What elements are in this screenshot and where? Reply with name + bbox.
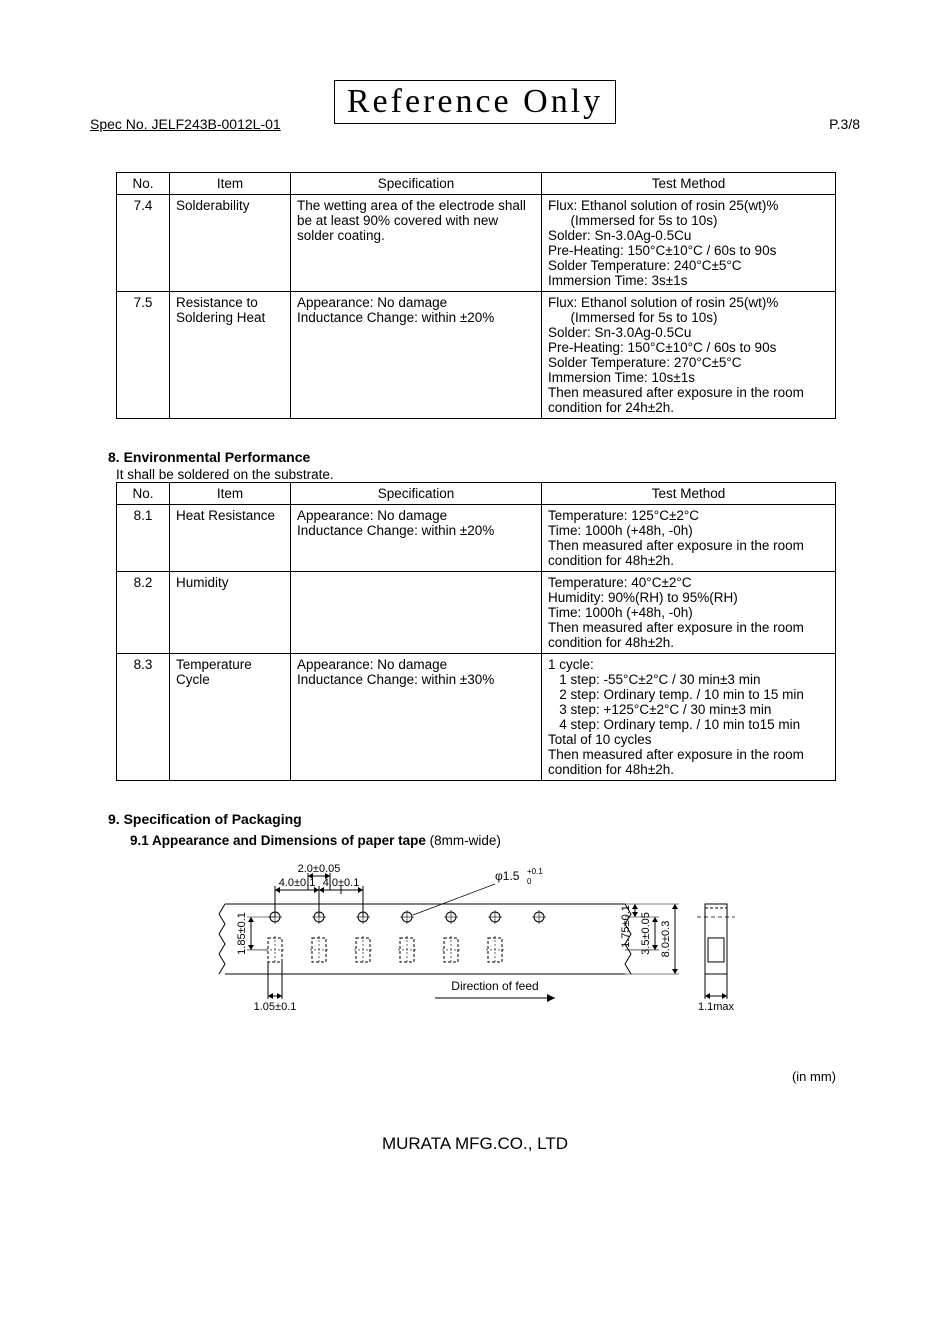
section-8-note: It shall be soldered on the substrate. bbox=[116, 467, 860, 482]
svg-text:φ1.5: φ1.5 bbox=[495, 869, 520, 883]
svg-text:1.05±0.1: 1.05±0.1 bbox=[254, 1001, 297, 1013]
table-row: 8.3Temperature CycleAppearance: No damag… bbox=[117, 654, 836, 781]
svg-text:4.0±0.1: 4.0±0.1 bbox=[323, 877, 360, 889]
col-no: No. bbox=[117, 173, 170, 195]
col-spec: Specification bbox=[291, 483, 542, 505]
cell: Temperature Cycle bbox=[170, 654, 291, 781]
cell: Appearance: No damage Inductance Change:… bbox=[291, 292, 542, 419]
col-spec: Specification bbox=[291, 173, 542, 195]
cell: 8.2 bbox=[117, 572, 170, 654]
watermark: Reference Only bbox=[334, 80, 616, 124]
cell: Temperature: 125°C±2°C Time: 1000h (+48h… bbox=[542, 505, 836, 572]
section-9-1-heading: 9.1 Appearance and Dimensions of paper t… bbox=[130, 833, 426, 848]
cell: The wetting area of the electrode shall … bbox=[291, 195, 542, 292]
cell: Temperature: 40°C±2°C Humidity: 90%(RH) … bbox=[542, 572, 836, 654]
section-9-1-extra: (8mm-wide) bbox=[426, 833, 501, 848]
cell: Heat Resistance bbox=[170, 505, 291, 572]
svg-text:1.1max: 1.1max bbox=[698, 1001, 735, 1013]
table-row: 8.2Humidity Temperature: 40°C±2°C Humidit… bbox=[117, 572, 836, 654]
cell: 7.5 bbox=[117, 292, 170, 419]
table-row: 8.1Heat ResistanceAppearance: No damage … bbox=[117, 505, 836, 572]
col-method: Test Method bbox=[542, 173, 836, 195]
col-no: No. bbox=[117, 483, 170, 505]
svg-text:8.0±0.3: 8.0±0.3 bbox=[660, 921, 672, 958]
spec-number: Spec No. JELF243B-0012L-01 bbox=[90, 116, 281, 132]
svg-text:+0.1: +0.1 bbox=[527, 867, 543, 876]
cell: 8.1 bbox=[117, 505, 170, 572]
cell: Appearance: No damage Inductance Change:… bbox=[291, 654, 542, 781]
unit-note: (in mm) bbox=[116, 1069, 836, 1084]
col-item: Item bbox=[170, 483, 291, 505]
cell: 1 cycle: 1 step: -55°C±2°C / 30 min±3 mi… bbox=[542, 654, 836, 781]
svg-text:2.0±0.05: 2.0±0.05 bbox=[298, 863, 341, 875]
col-method: Test Method bbox=[542, 483, 836, 505]
cell: 7.4 bbox=[117, 195, 170, 292]
cell: Flux: Ethanol solution of rosin 25(wt)% … bbox=[542, 292, 836, 419]
cell: 8.3 bbox=[117, 654, 170, 781]
col-item: Item bbox=[170, 173, 291, 195]
cell: Flux: Ethanol solution of rosin 25(wt)% … bbox=[542, 195, 836, 292]
cell: Resistance to Soldering Heat bbox=[170, 292, 291, 419]
tape-diagram: 2.0±0.05 4.0±0.1 4.0±0.1 φ1.5 +0.10 1.85±0.1 1… bbox=[90, 854, 860, 1069]
table-row: 7.5Resistance to Soldering HeatAppearanc… bbox=[117, 292, 836, 419]
page-number: P.3/8 bbox=[829, 116, 860, 132]
svg-text:Direction of feed: Direction of feed bbox=[451, 979, 538, 993]
svg-text:1.85±0.1: 1.85±0.1 bbox=[236, 912, 248, 955]
cell: Solderability bbox=[170, 195, 291, 292]
table-section-8: No. Item Specification Test Method 8.1He… bbox=[116, 482, 836, 781]
cell: Appearance: No damage Inductance Change:… bbox=[291, 505, 542, 572]
section-8-heading: 8. Environmental Performance bbox=[108, 449, 860, 465]
svg-text:1.75±0.1: 1.75±0.1 bbox=[620, 905, 632, 948]
footer-company: MURATA MFG.CO., LTD bbox=[90, 1134, 860, 1154]
cell: Humidity bbox=[170, 572, 291, 654]
svg-text:3.5±0.05: 3.5±0.05 bbox=[640, 912, 652, 955]
cell bbox=[291, 572, 542, 654]
svg-text:0: 0 bbox=[527, 877, 532, 886]
table-row: 7.4SolderabilityThe wetting area of the … bbox=[117, 195, 836, 292]
section-9-heading: 9. Specification of Packaging bbox=[108, 811, 860, 827]
svg-text:4.0±0.1: 4.0±0.1 bbox=[279, 877, 316, 889]
table-section-7: No. Item Specification Test Method 7.4So… bbox=[116, 172, 836, 419]
